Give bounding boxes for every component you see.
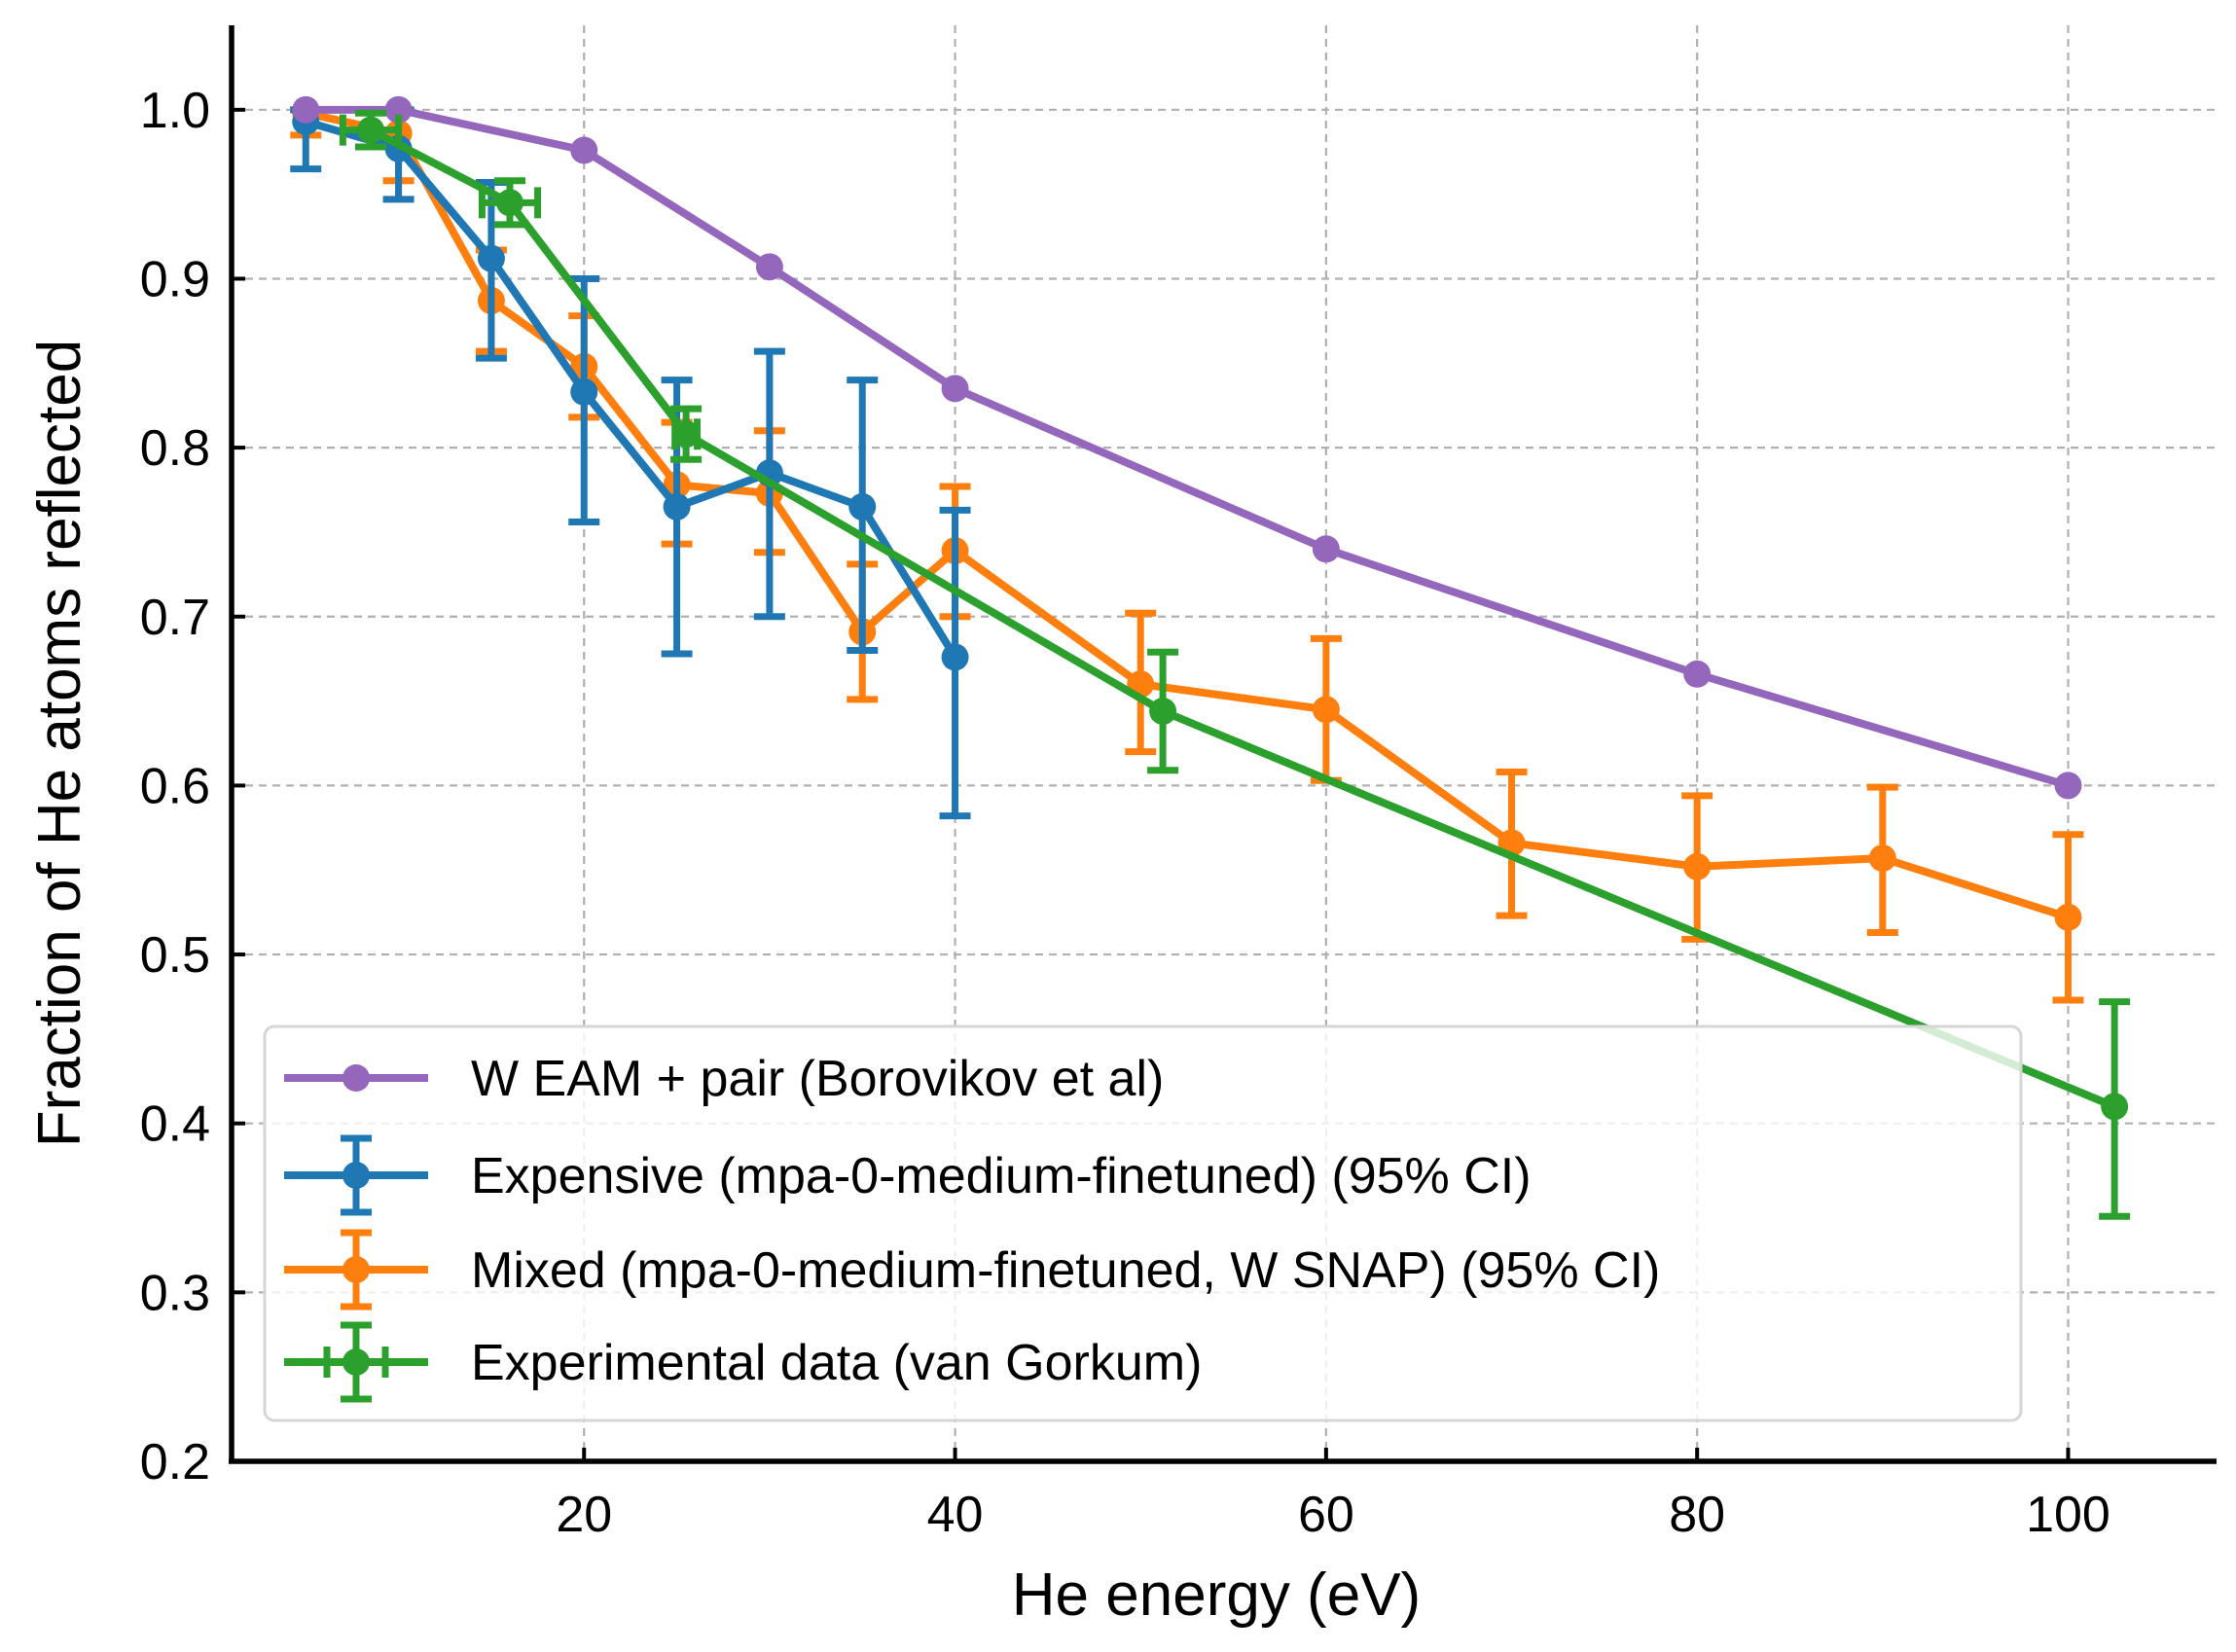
y-tick-label: 0.6 <box>140 758 210 814</box>
y-tick-label: 0.8 <box>140 420 210 477</box>
data-point <box>1868 844 1896 873</box>
legend: W EAM + pair (Borovikov et al) Expensive … <box>263 1024 2023 1422</box>
legend-label: Expensive (mpa-0-medium-finetuned) (95% … <box>471 1148 1532 1204</box>
y-tick-label: 0.7 <box>140 590 210 646</box>
data-point <box>1683 852 1712 880</box>
data-point <box>2054 772 2082 800</box>
x-tick-label: 40 <box>927 1487 984 1543</box>
data-point <box>941 643 969 671</box>
legend-label: Experimental data (van Gorkum) <box>471 1335 1202 1391</box>
data-point <box>663 492 691 521</box>
y-tick-label: 0.4 <box>140 1096 210 1153</box>
data-point <box>1683 660 1712 688</box>
axes <box>229 25 2217 1464</box>
series-2 <box>290 99 2084 1004</box>
legend-label: W EAM + pair (Borovikov et al) <box>471 1051 1164 1107</box>
y-tick-label: 0.3 <box>140 1265 210 1321</box>
legend-label: Mixed (mpa-0-medium-finetuned, W SNAP) (… <box>471 1242 1660 1299</box>
data-point <box>1312 535 1340 563</box>
series-line <box>305 118 958 660</box>
ticks: 20 40 60 80 100 0.2 0.3 0.4 0.5 0.6 0.7 0.8 0.9 1.0 <box>140 83 2110 1543</box>
legend-marker-swatch <box>343 1348 370 1376</box>
data-point <box>356 116 384 144</box>
data-point <box>2101 1093 2129 1121</box>
y-tick-label: 1.0 <box>140 83 210 139</box>
series-3 <box>339 109 2131 1220</box>
y-tick-label: 0.5 <box>140 927 210 984</box>
data-point <box>1312 696 1340 724</box>
x-axis-label: He energy (eV) <box>1012 1562 1421 1629</box>
series-line <box>305 109 2070 921</box>
data-point <box>941 375 969 403</box>
data-point <box>495 189 523 217</box>
legend-marker-swatch <box>343 1162 370 1189</box>
x-tick-label: 100 <box>2026 1487 2110 1543</box>
data-point <box>477 244 505 272</box>
legend-marker-swatch <box>343 1064 370 1092</box>
data-point <box>570 377 598 406</box>
data-point <box>292 95 320 124</box>
legend-entry-3: Experimental data (van Gorkum) <box>284 1321 1202 1403</box>
series-layer <box>290 95 2131 1220</box>
legend-entry-0: W EAM + pair (Borovikov et al) <box>284 1051 1164 1107</box>
y-tick-label: 0.9 <box>140 251 210 307</box>
series-0 <box>292 95 2082 800</box>
legend-frame <box>263 1024 2023 1422</box>
x-tick-label: 20 <box>556 1487 612 1543</box>
data-point <box>570 136 598 164</box>
x-tick-label: 60 <box>1298 1487 1354 1543</box>
series-1 <box>290 106 971 820</box>
data-point <box>848 492 877 521</box>
legend-entry-1: Expensive (mpa-0-medium-finetuned) (95% … <box>284 1134 1532 1216</box>
y-axis-label: Fraction of He atoms reflected <box>26 340 93 1147</box>
legend-entry-2: Mixed (mpa-0-medium-finetuned, W SNAP) (… <box>284 1229 1660 1311</box>
x-tick-label: 80 <box>1669 1487 1725 1543</box>
data-point <box>2054 903 2082 931</box>
series-line <box>369 126 2116 1111</box>
data-point <box>755 253 783 281</box>
y-tick-label: 0.2 <box>140 1434 210 1490</box>
data-point <box>672 420 701 449</box>
series-line <box>306 105 2070 790</box>
data-point <box>384 95 413 124</box>
data-point <box>1149 698 1177 726</box>
legend-marker-swatch <box>343 1256 370 1283</box>
